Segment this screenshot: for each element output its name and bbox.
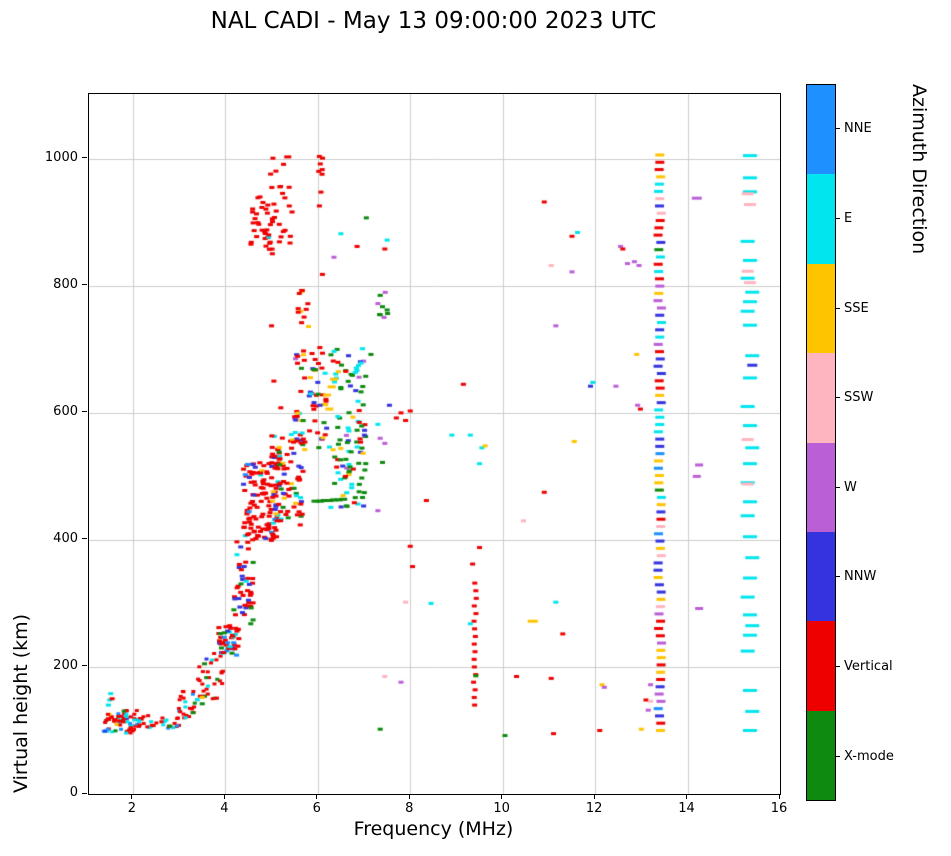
colorbar-row: NNE: [836, 84, 894, 174]
x-tick-mark: [686, 794, 688, 799]
x-tick-mark: [501, 794, 503, 799]
colorbar-row: NNW: [836, 532, 894, 622]
colorbar-segment-vertical: [807, 621, 835, 711]
y-tick-mark: [82, 284, 87, 286]
colorbar-tick-icon: [836, 755, 840, 757]
colorbar-label-vertical: Vertical: [844, 659, 893, 675]
colorbar-label-sse: SSE: [844, 300, 869, 316]
colorbar-tick-icon: [836, 666, 840, 668]
colorbar-row: SSW: [836, 353, 894, 443]
x-tick-label: 2: [127, 801, 137, 816]
colorbar-segment-nnw: [807, 531, 835, 622]
x-tick-mark: [593, 794, 595, 799]
colorbar-tick-icon: [836, 486, 840, 488]
x-tick-label: 12: [585, 801, 603, 816]
colorbar-labels: NNE E SSE SSW W NNW Vertical X-mode: [836, 84, 894, 801]
colorbar-segment-ssw: [807, 353, 835, 443]
colorbar-label-ssw: SSW: [844, 390, 874, 406]
colorbar-label-w: W: [844, 479, 857, 495]
x-tick-mark: [778, 794, 780, 799]
colorbar-label-e: E: [844, 210, 853, 226]
colorbar-tick-icon: [836, 576, 840, 578]
colorbar-axis-label: Azimuth Direction: [908, 84, 930, 255]
x-tick-mark: [131, 794, 133, 799]
y-tick-mark: [82, 411, 87, 413]
y-tick-label: 800: [53, 276, 78, 292]
colorbar-row: W: [836, 443, 894, 533]
x-tick-label: 14: [678, 801, 695, 816]
x-axis-label: Frequency (MHz): [353, 818, 514, 840]
x-tick-label: 8: [405, 801, 414, 816]
colorbar-row: SSE: [836, 263, 894, 353]
colorbar-row: E: [836, 174, 894, 264]
y-tick-mark: [82, 665, 87, 667]
y-tick-label: 400: [53, 530, 78, 546]
colorbar-segment-e: [807, 174, 835, 264]
colorbar-tick-icon: [836, 128, 840, 130]
y-tick-mark: [82, 157, 87, 159]
x-tick-mark: [223, 794, 225, 799]
y-tick-mark: [82, 538, 87, 540]
colorbar-row: Vertical: [836, 622, 894, 712]
y-tick-label: 200: [53, 657, 78, 673]
colorbar-tick-icon: [836, 217, 840, 219]
y-tick-mark: [82, 792, 87, 794]
colorbar-wrap: NNE E SSE SSW W NNW Vertical X-mode: [806, 84, 894, 801]
colorbar-row: X-mode: [836, 711, 894, 801]
colorbar-segment-sse: [807, 263, 835, 354]
x-tick-mark: [316, 794, 318, 799]
colorbar-label-nne: NNE: [844, 121, 872, 137]
x-tick-label: 4: [220, 801, 229, 816]
colorbar-label-xmode: X-mode: [844, 748, 894, 764]
plot-area: [88, 93, 781, 795]
y-tick-label: 1000: [44, 149, 78, 165]
y-tick-label: 600: [53, 403, 78, 419]
x-tick-label: 10: [493, 801, 510, 816]
plot-canvas: [89, 94, 780, 794]
colorbar-tick-icon: [836, 397, 840, 399]
colorbar-tick-icon: [836, 307, 840, 309]
colorbar-segment-xmode: [807, 710, 835, 800]
x-tick-label: 6: [312, 801, 321, 816]
chart-title: NAL CADI - May 13 09:00:00 2023 UTC: [210, 8, 657, 34]
colorbar: [806, 84, 836, 801]
colorbar-segment-w: [807, 442, 835, 532]
colorbar-label-nnw: NNW: [844, 569, 877, 585]
y-tick-label: 0: [69, 785, 78, 800]
x-tick-mark: [408, 794, 410, 799]
colorbar-segment-nne: [807, 85, 835, 175]
x-tick-label: 16: [770, 801, 788, 816]
y-axis-label: Virtual height (km): [10, 613, 32, 793]
